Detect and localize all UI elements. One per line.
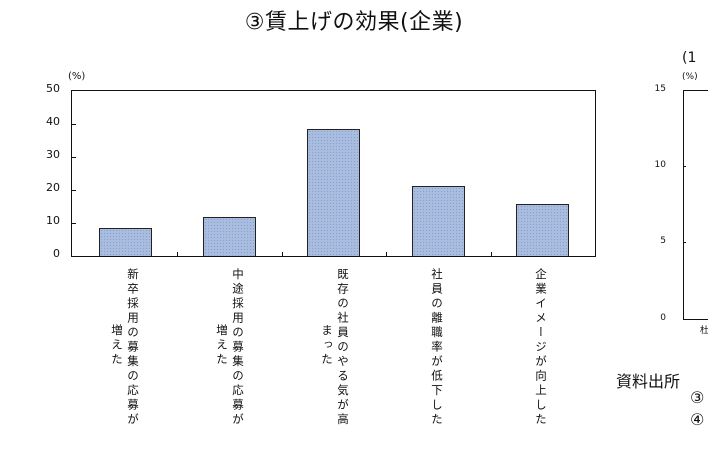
bar-employee-motivation	[307, 129, 360, 256]
secondary-y-tick	[683, 166, 686, 167]
x-tick	[282, 252, 283, 256]
y-tick	[72, 124, 76, 125]
y-tick	[72, 223, 76, 224]
sources-heading: 資料出所	[616, 372, 681, 391]
y-tick-label: 0	[53, 247, 60, 260]
secondary-x-label-fragment: 杜	[700, 326, 708, 336]
x-tick	[386, 252, 387, 256]
x-tick	[491, 252, 492, 256]
chart-title: ③賃上げの効果(企業)	[244, 10, 464, 35]
secondary-y-tick: 15	[654, 84, 666, 94]
secondary-plot-area	[683, 90, 708, 320]
y-tick-label: 10	[46, 214, 60, 227]
x-tick	[177, 252, 178, 256]
bar-new-graduate-applications	[99, 228, 152, 256]
y-tick-label: 40	[46, 115, 60, 128]
secondary-y-tick: 5	[660, 236, 666, 246]
x-label-2: 既存の社員のやる気が高 まった	[320, 268, 350, 428]
secondary-chart-heading: (1	[682, 50, 697, 66]
y-tick-label: 50	[46, 82, 60, 95]
x-label-0: 新卒採用の募集の応募が 増えた	[110, 268, 140, 428]
bar-company-image	[516, 204, 569, 256]
bar-midcareer-applications	[203, 217, 256, 256]
x-label-4: 企業イメージが向上した	[534, 268, 548, 428]
y-tick	[72, 157, 76, 158]
x-label-3: 社員の離職率が低下した	[430, 268, 444, 428]
source-item-3: ③	[690, 388, 705, 407]
secondary-y-tick: 10	[654, 160, 666, 170]
y-tick	[72, 190, 76, 191]
bar-turnover-decreased	[412, 186, 465, 256]
source-item-4: ④	[690, 410, 705, 429]
y-axis-unit: (%)	[68, 71, 86, 82]
plot-area	[71, 90, 596, 257]
secondary-y-unit: (%)	[682, 72, 698, 82]
secondary-y-tick	[683, 242, 686, 243]
secondary-y-tick: 0	[660, 313, 666, 323]
y-tick-label: 20	[46, 181, 60, 194]
x-label-1: 中途採用の募集の応募が 増えた	[215, 268, 245, 428]
y-tick-label: 30	[46, 148, 60, 161]
